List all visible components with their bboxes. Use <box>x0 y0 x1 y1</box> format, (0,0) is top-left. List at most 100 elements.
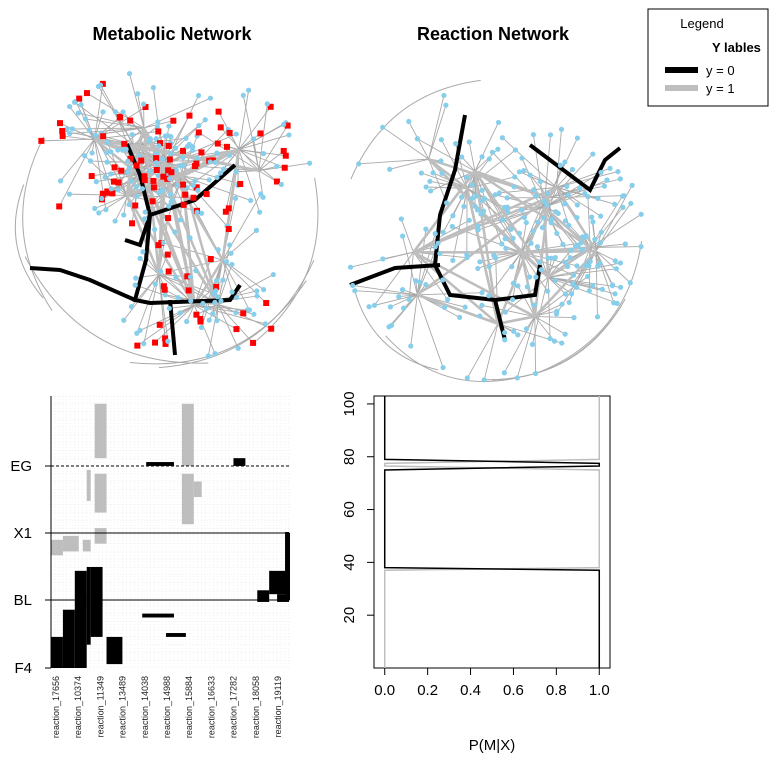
metabolite-node <box>511 328 517 334</box>
metabolite-node <box>530 132 536 138</box>
heatmap-row-label: F4 <box>14 660 32 677</box>
metabolite-node <box>350 282 356 289</box>
metabolite-node <box>175 182 181 188</box>
heatmap-cell-block <box>51 636 63 668</box>
metabolite-node <box>628 200 634 207</box>
metabolite-node <box>594 314 601 320</box>
metabolite-node <box>155 173 161 179</box>
network-edge <box>479 251 522 263</box>
metabolite-node <box>112 218 118 224</box>
metabolite-node <box>538 267 544 273</box>
metabolite-node <box>188 143 194 149</box>
metabolite-node <box>108 171 114 177</box>
metabolite-node <box>151 226 158 233</box>
network-edge <box>69 127 144 135</box>
metabolite-node <box>486 293 492 299</box>
reaction-node <box>193 160 200 167</box>
heatmap-cell-block <box>62 609 75 668</box>
reaction-node <box>142 103 149 110</box>
metabolite-node <box>195 92 202 99</box>
metabolite-node <box>534 244 541 250</box>
line-chart-panel: P(M|X) 0.0 0.2 0.4 0.6 0.8 1.0 20 40 60 80 100 <box>341 391 611 754</box>
metabolite-node <box>229 261 235 268</box>
network-edge <box>158 259 315 369</box>
x-tick-label: 0.6 <box>503 682 524 699</box>
reaction-node <box>150 184 157 191</box>
metabolite-node <box>423 184 429 190</box>
metabolite-node <box>347 264 354 270</box>
network-edge <box>547 277 551 339</box>
reaction-node <box>38 137 45 144</box>
metabolite-node <box>69 126 76 132</box>
metabolite-node <box>504 195 510 201</box>
metabolite-node <box>510 280 516 286</box>
network-path-y1 <box>416 196 550 296</box>
reaction-node <box>99 80 106 87</box>
x-tick-label: 0.2 <box>417 682 438 699</box>
metabolite-node <box>477 259 483 265</box>
y-tick-label: 40 <box>341 554 358 571</box>
metabolite-node <box>82 116 89 122</box>
heatmap-cell-block <box>285 532 289 599</box>
metabolite-node <box>227 242 233 248</box>
metabolite-node <box>479 187 485 193</box>
network-edge <box>428 158 448 203</box>
metabolite-node <box>567 255 573 261</box>
metabolite-node <box>544 190 551 196</box>
metabolite-node <box>134 193 140 199</box>
network-edge <box>474 171 503 245</box>
metabolite-node <box>86 127 92 133</box>
reaction-node <box>165 142 172 149</box>
heatmap-cell-block <box>102 403 107 459</box>
network-edge <box>400 218 414 253</box>
metabolite-node <box>414 136 420 142</box>
network-edge <box>131 174 140 224</box>
metabolite-node <box>212 159 218 166</box>
network-edge <box>129 280 307 365</box>
network-edge <box>22 136 53 311</box>
metabolite-node <box>510 235 516 241</box>
metabolite-node <box>246 87 252 93</box>
metabolite-node <box>509 296 516 303</box>
reaction-node <box>138 157 145 164</box>
metabolite-node <box>204 306 210 312</box>
metabolite-node <box>234 294 240 301</box>
metabolite-node <box>366 304 372 310</box>
network-edge <box>137 93 145 129</box>
metabolite-node <box>406 296 412 302</box>
metabolite-node <box>499 241 505 247</box>
metabolite-node <box>574 263 580 269</box>
metabolite-node <box>184 318 190 325</box>
reaction-node <box>157 140 164 147</box>
metabolite-node <box>544 202 550 208</box>
network-edge <box>503 316 536 373</box>
legend-label-y1: y = 1 <box>706 81 735 96</box>
heatmap-column-label: reaction_16633 <box>206 676 216 738</box>
metabolite-node <box>417 279 423 285</box>
metabolite-node <box>450 257 456 263</box>
metabolite-node <box>574 215 580 221</box>
metabolite-node <box>198 324 205 331</box>
metabolite-node <box>235 345 241 351</box>
metabolite-node <box>554 308 560 314</box>
metabolite-node <box>537 178 543 184</box>
metabolite-node <box>617 260 624 266</box>
metabolite-node <box>123 146 129 152</box>
metabolite-node <box>580 234 586 240</box>
metabolite-node <box>495 119 502 126</box>
metabolite-node <box>71 99 78 105</box>
metabolite-node <box>137 327 143 334</box>
metabolite-node <box>598 169 604 176</box>
reaction-node <box>111 164 118 171</box>
metabolite-node <box>212 299 218 305</box>
metabolite-node <box>443 200 450 206</box>
heatmap-column-label: reaction_17282 <box>229 676 239 738</box>
reaction-node <box>197 316 204 323</box>
metabolite-node <box>547 132 554 138</box>
metabolite-node <box>246 307 253 313</box>
network-edge <box>158 274 192 302</box>
network-path-y0 <box>29 266 136 302</box>
metabolite-node <box>396 294 402 300</box>
metabolite-node <box>240 92 246 99</box>
